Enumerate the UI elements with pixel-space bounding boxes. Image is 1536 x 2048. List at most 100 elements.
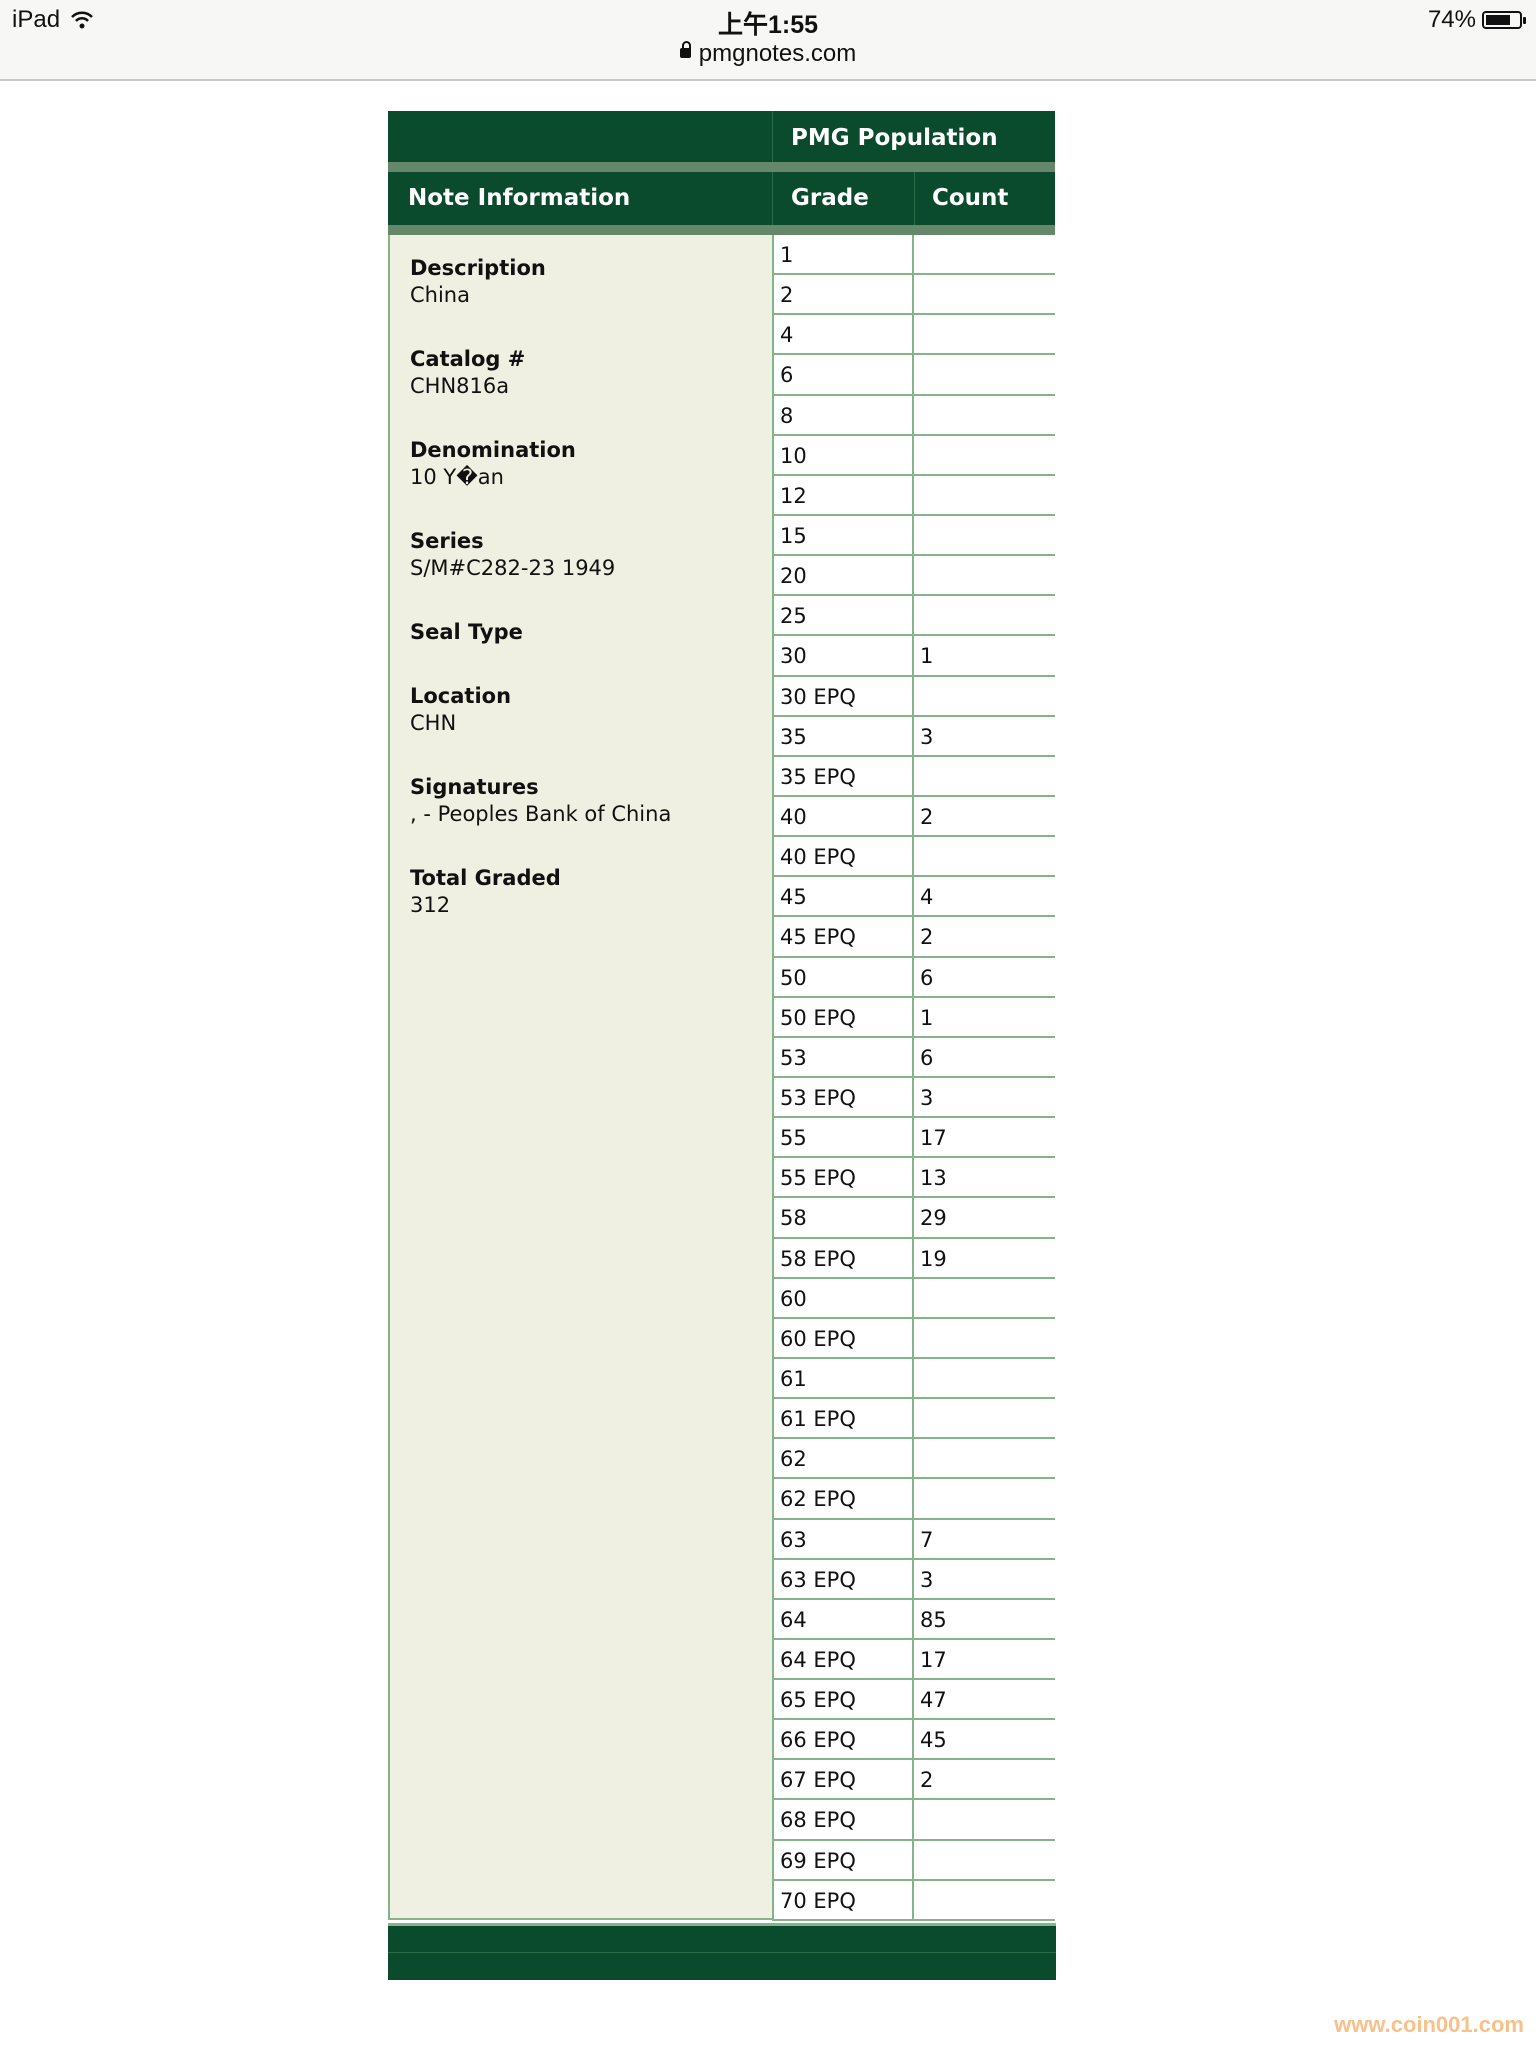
header-row-columns: Note Information Grade Count	[388, 172, 1055, 225]
info-value: , - Peoples Bank of China	[410, 802, 672, 826]
grade-cell: 50 EPQ	[772, 997, 914, 1036]
info-field: Catalog # CHN816a	[410, 346, 772, 400]
count-cell: 2	[920, 804, 934, 829]
grade-cell: 60	[772, 1278, 914, 1317]
count-cell: 4	[920, 885, 934, 910]
table-row: 58 EPQ 19	[772, 1238, 1055, 1279]
table-row: 64 85	[772, 1599, 1055, 1640]
info-label: Seal Type	[410, 620, 523, 644]
grade-cell: 4	[772, 315, 914, 354]
info-label: Description	[410, 256, 546, 280]
count-cell	[914, 1279, 1055, 1317]
info-field: Series S/M#C282-23 1949	[410, 528, 772, 582]
count-cell: 17	[920, 1647, 947, 1672]
address-bar[interactable]: pmgnotes.com	[0, 40, 1536, 68]
count-cell	[914, 757, 1055, 795]
count-cell: 1	[920, 644, 934, 669]
count-cell: 85	[920, 1607, 947, 1632]
grade-cell: 58	[772, 1198, 914, 1237]
grade-cell: 45	[772, 877, 914, 916]
count-cell: 3	[920, 1567, 934, 1592]
info-value: S/M#C282-23 1949	[410, 556, 616, 580]
info-label: Series	[410, 529, 484, 553]
grade-cell: 35	[772, 716, 914, 755]
grade-cell: 58 EPQ	[772, 1238, 914, 1277]
grade-cell: 55 EPQ	[772, 1158, 914, 1197]
count-cell	[914, 355, 1055, 393]
header-row-population: PMG Population	[388, 111, 1055, 162]
info-value: China	[410, 283, 470, 307]
table-row: 66 EPQ 45	[772, 1720, 1055, 1761]
count-cell: 3	[920, 724, 934, 749]
count-cell	[914, 1399, 1055, 1437]
table-row: 64 EPQ 17	[772, 1639, 1055, 1681]
count-cell: 7	[920, 1527, 934, 1552]
info-value: CHN816a	[410, 374, 510, 398]
table-row: 68 EPQ	[772, 1800, 1055, 1841]
table-row: 6	[772, 355, 1055, 396]
grade-cell: 62 EPQ	[772, 1479, 914, 1518]
table-row: 58 29	[772, 1198, 1055, 1239]
count-header: Count	[932, 185, 1009, 211]
count-cell: 29	[920, 1206, 947, 1231]
grade-cell: 8	[772, 395, 914, 434]
grade-cell: 66 EPQ	[772, 1720, 914, 1759]
table-row: 67 EPQ 2	[772, 1760, 1055, 1801]
lock-icon	[679, 40, 691, 58]
population-table: PMG Population Note Information Grade Co…	[388, 111, 1055, 1922]
grade-cell: 55	[772, 1118, 914, 1157]
count-cell: 3	[920, 1085, 934, 1110]
grade-cell: 50	[772, 957, 914, 996]
table-row: 35 EPQ	[772, 756, 1055, 797]
table-row: 69 EPQ	[772, 1840, 1055, 1881]
count-cell: 1	[920, 1005, 934, 1030]
table-row: 12	[772, 475, 1055, 516]
table-row: 10	[772, 435, 1055, 476]
count-cell	[914, 315, 1055, 353]
table-row: 62	[772, 1439, 1055, 1480]
info-field: Signatures , - Peoples Bank of China	[410, 774, 772, 828]
battery-icon	[1482, 11, 1526, 29]
grade-cell: 61	[772, 1358, 914, 1398]
table-row: 70 EPQ	[772, 1880, 1055, 1921]
table-row: 45 EPQ 2	[772, 917, 1055, 958]
device-name: iPad	[12, 6, 61, 33]
count-cell: 45	[920, 1728, 947, 1753]
table-row: 61	[772, 1358, 1055, 1400]
table-row: 40 2	[772, 796, 1055, 838]
grade-cell: 69 EPQ	[772, 1840, 914, 1879]
count-cell	[914, 837, 1055, 875]
table-row: 30 EPQ	[772, 676, 1055, 717]
grade-cell: 68 EPQ	[772, 1800, 914, 1839]
info-label: Location	[410, 684, 512, 708]
count-cell	[914, 275, 1055, 313]
table-row: 4	[772, 315, 1055, 356]
grade-header: Grade	[791, 185, 869, 211]
info-value: 312	[410, 893, 451, 917]
info-field: Denomination 10 Y�an	[410, 437, 772, 491]
count-cell	[914, 436, 1055, 474]
info-field: Location CHN	[410, 683, 772, 737]
count-cell	[914, 1439, 1055, 1477]
table-row: 55 17	[772, 1118, 1055, 1159]
header-divider	[388, 162, 1055, 172]
info-value: 10 Y�an	[410, 465, 504, 489]
wifi-icon	[71, 11, 93, 29]
grade-cell: 64 EPQ	[772, 1639, 914, 1679]
table-row: 63 7	[772, 1519, 1055, 1560]
grade-cell: 45 EPQ	[772, 917, 914, 956]
count-cell	[914, 1841, 1055, 1879]
table-row: 60	[772, 1278, 1055, 1319]
table-row: 63 EPQ 3	[772, 1559, 1055, 1600]
count-cell	[914, 476, 1055, 514]
grade-cell: 53 EPQ	[772, 1077, 914, 1117]
info-label: Signatures	[410, 775, 539, 799]
info-label: Denomination	[410, 438, 576, 462]
battery-percent: 74%	[1427, 6, 1476, 33]
count-cell	[914, 556, 1055, 594]
grade-cell: 2	[772, 275, 914, 314]
grade-cell: 60 EPQ	[772, 1318, 914, 1357]
info-field: Seal Type	[410, 619, 772, 646]
grade-cell: 1	[772, 235, 914, 274]
grade-count-list: 1 2 4 6 8 10 12 15 20 25 30 1 30 EPQ 35 3 35 EPQ 40 2 40 E…	[772, 235, 1055, 1921]
